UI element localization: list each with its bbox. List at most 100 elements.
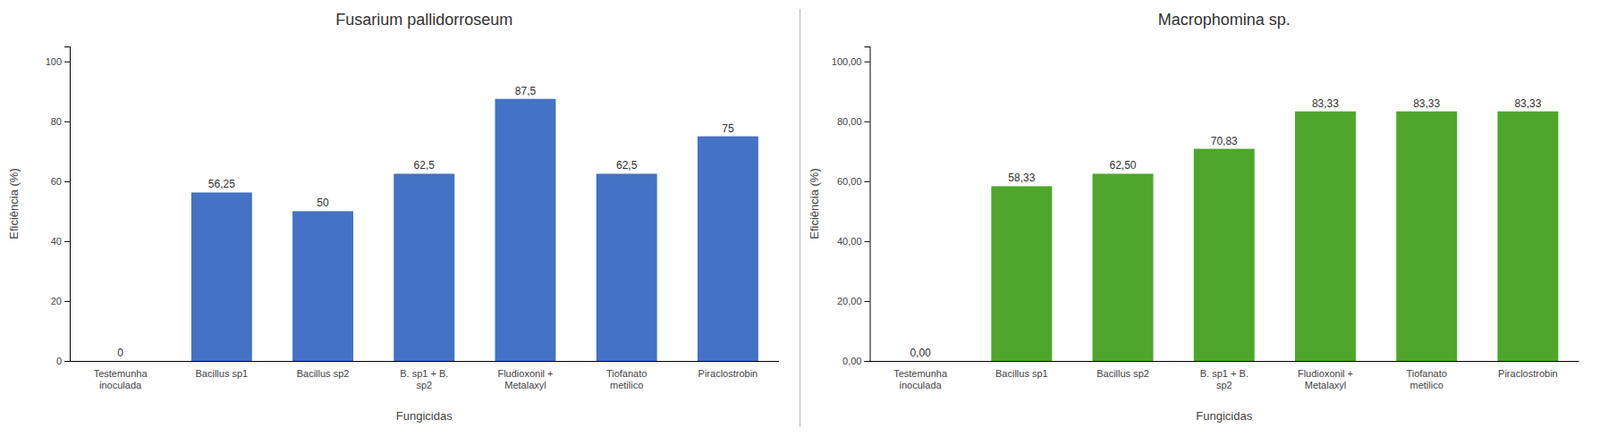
tick-label: Fludioxonil +Metalaxyl [1297,368,1354,391]
bar [1497,111,1558,362]
bar [393,173,455,362]
data-label: 0,00 [909,347,932,360]
data-labels: 0,0058,3362,5070,8383,3383,3383,33 [909,97,1541,360]
tick-label: Tiofanatometilico [1405,368,1447,391]
tick-label: Piraclostrobin [698,368,759,380]
tick-label: Piraclostrobin [1498,368,1558,380]
tick: B. sp1 + B.sp2 [1200,368,1249,391]
tick: Bacillus sp2 [1096,368,1150,380]
data-label: 50 [316,196,330,210]
x-axis-title: Fungicidas [1195,409,1253,424]
y-axis-title: Eficiência (%) [7,168,21,239]
axis-line [64,47,71,363]
tick-label: 20 [50,296,62,307]
tick: Testemunhainoculada [893,368,949,391]
data-label: 87,5 [515,84,537,98]
tick: Bacillus sp1 [194,368,248,380]
tick: 0,00 [842,355,870,367]
tick-mark [64,301,70,303]
tick: 20,00 [837,296,871,307]
tick-label: 20,00 [837,296,863,307]
tick-label: 80 [50,116,62,127]
bar [889,361,951,363]
tick: B. sp1 + B.sp2 [399,368,449,391]
tick: 80,00 [837,116,871,127]
bar [1396,111,1457,362]
y-axis: 0,00 20,00 40,00 60,00 80,00 100,00 [831,47,871,368]
tick-mark [864,61,871,63]
data-label: 62,5 [616,159,638,172]
tick-label: 0,00 [842,355,862,367]
chart: 0,00 20,00 40,00 60,00 80,00 100,00 Testemunha… [807,10,1580,424]
data-label: 83,33 [1312,97,1339,111]
tick: Piraclostrobin [698,368,759,380]
bar [90,361,152,363]
bars [990,111,1558,362]
tick-mark [64,361,70,363]
tick-mark [64,61,70,63]
tick-mark [64,241,70,243]
tick: Piraclostrobin [1498,368,1558,380]
chart: 0 20 40 60 80 100 Testemunhainoculada Bacillus … [7,10,779,424]
tick: 60,00 [837,176,871,187]
tick-label: 40,00 [837,236,863,247]
tick-label: Bacillus sp1 [995,368,1049,380]
bar [990,186,1052,362]
tick-mark [864,241,871,243]
tick-mark [64,121,70,123]
title: Fusarium pallidorroseum [335,10,513,29]
bar [1295,111,1356,362]
tick: 40,00 [837,236,871,247]
tick-label: Bacillus sp2 [296,368,350,380]
tick-label: 60,00 [837,176,863,187]
data-label: 83,33 [1413,97,1440,111]
tick: Bacillus sp1 [995,368,1049,380]
tick: Tiofanatometilico [606,368,647,391]
data-label: 70,83 [1210,135,1238,148]
data-label: 58,33 [1007,171,1035,185]
tick: Testemunhainoculada [93,368,149,391]
tick: Fludioxonil +Metalaxyl [497,368,553,391]
bar [697,136,759,362]
tick-label: 40 [50,236,62,247]
tick-mark [64,181,70,183]
tick: 80 [50,116,70,127]
tick: 100,00 [831,56,871,68]
figure: 0 20 40 60 80 100 Testemunhainoculada Bacillus … [0,0,1600,436]
data-labels: 056,255062,587,562,575 [117,84,735,360]
axis-line [864,47,872,363]
tick: Tiofanatometilico [1405,368,1447,391]
tick: 100 [45,56,70,68]
tick-label: 0 [56,355,62,367]
axis-line [870,361,1580,363]
tick: Fludioxonil +Metalaxyl [1297,368,1354,391]
bar [1193,149,1255,362]
tick: 20 [50,296,70,307]
tick-label: 60 [50,176,62,187]
tick-label: Bacillus sp1 [194,368,248,380]
tick: 40 [50,236,70,247]
tick-label: 100 [45,56,62,68]
tick-label: Tiofanatometilico [606,368,647,391]
bar [292,211,354,362]
data-label: 56,25 [208,177,236,191]
x-axis: Testemunhainoculada Bacillus sp1 Bacillus … [870,362,1580,392]
title: Macrophomina sp. [1158,10,1291,29]
bar [495,99,557,362]
tick-mark [864,301,871,303]
tick-label: Testemunhainoculada [93,368,149,391]
data-label: 62,50 [1109,159,1137,172]
bars [191,99,759,362]
x-axis: Testemunhainoculada Bacillus sp1 Bacillus … [70,362,780,392]
tick: 60 [50,176,70,187]
tick: 0 [56,355,70,367]
tick-label: Testemunhainoculada [893,368,949,391]
tick-mark [864,181,871,183]
tick: Bacillus sp2 [296,368,350,380]
axis-line [70,361,780,363]
tick-label: 80,00 [837,116,863,127]
y-axis: 0 20 40 60 80 100 [45,47,71,368]
tick-label: Fludioxonil +Metalaxyl [497,368,553,391]
x-axis-title: Fungicidas [396,409,453,424]
bar [596,173,658,362]
